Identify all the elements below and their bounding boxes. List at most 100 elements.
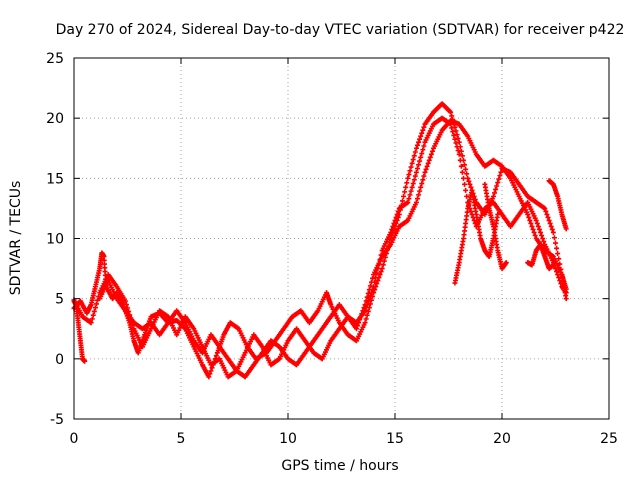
x-axis-label: GPS time / hours (281, 458, 398, 474)
y-tick-label: 0 (55, 352, 64, 368)
point (207, 371, 213, 377)
point (361, 305, 367, 311)
point (353, 326, 359, 332)
point (418, 154, 424, 160)
point (407, 192, 413, 198)
point (495, 180, 501, 186)
point (407, 168, 413, 174)
point (429, 148, 435, 154)
point (91, 308, 97, 314)
point (425, 160, 431, 166)
point (467, 181, 473, 187)
point (534, 220, 540, 226)
point (466, 178, 472, 184)
y-tick-label: 25 (46, 51, 64, 67)
point (358, 314, 364, 320)
point (540, 236, 546, 241)
point (555, 251, 561, 257)
point (497, 173, 503, 179)
series-track-c (71, 115, 569, 380)
point (379, 266, 385, 272)
point (459, 169, 465, 175)
point (550, 262, 556, 268)
point (389, 226, 395, 232)
y-tick-label: 20 (46, 111, 64, 127)
point (408, 188, 414, 194)
point (538, 229, 544, 235)
point (416, 162, 422, 168)
point (363, 298, 369, 304)
point (556, 256, 562, 262)
point (414, 166, 420, 172)
y-tick-label: 10 (46, 232, 64, 248)
point (554, 269, 560, 275)
point (362, 302, 368, 308)
point (453, 140, 459, 146)
point (460, 175, 466, 181)
point (449, 113, 455, 119)
point (527, 217, 533, 223)
chart-title: Day 270 of 2024, Sidereal Day-to-day VTE… (56, 22, 625, 38)
point (413, 169, 419, 175)
point (390, 223, 396, 229)
point (419, 151, 425, 157)
point (455, 148, 461, 154)
point (551, 235, 557, 241)
point (414, 196, 420, 202)
point (88, 320, 94, 326)
point (206, 374, 212, 380)
x-tick-label: 15 (386, 431, 404, 447)
point (416, 139, 422, 145)
point (410, 181, 416, 187)
point (422, 169, 428, 175)
point (410, 157, 416, 163)
point (394, 211, 400, 217)
point (421, 124, 427, 130)
point (469, 211, 475, 217)
point (563, 226, 569, 232)
y-tick-label: 15 (46, 171, 64, 187)
x-tick-label: 5 (177, 431, 186, 447)
point (428, 151, 434, 157)
point (535, 223, 541, 229)
point (377, 272, 383, 278)
point (454, 144, 460, 150)
point (492, 190, 498, 196)
point (546, 217, 552, 223)
point (463, 166, 469, 172)
point (403, 184, 409, 190)
point (122, 298, 128, 304)
point (427, 154, 433, 160)
point (411, 177, 417, 183)
point (356, 320, 362, 326)
point (555, 272, 561, 278)
point (424, 163, 430, 169)
point (420, 177, 426, 183)
x-tick-label: 20 (493, 431, 511, 447)
point (530, 226, 536, 232)
point (388, 229, 394, 235)
point (417, 136, 423, 142)
point (462, 181, 468, 187)
point (402, 189, 408, 195)
point (416, 192, 422, 198)
point (549, 226, 555, 232)
series-track-d (97, 118, 569, 380)
point (366, 287, 372, 293)
point (367, 283, 373, 289)
point (380, 262, 386, 268)
point (408, 164, 414, 170)
point (375, 278, 381, 284)
point (495, 211, 501, 217)
point (405, 199, 411, 205)
point (423, 166, 429, 172)
point (544, 211, 550, 217)
point (543, 208, 549, 214)
point (364, 312, 370, 318)
point (525, 211, 531, 217)
y-tick-label: 5 (55, 292, 64, 308)
point (92, 305, 98, 311)
point (526, 214, 532, 220)
point (370, 275, 376, 281)
